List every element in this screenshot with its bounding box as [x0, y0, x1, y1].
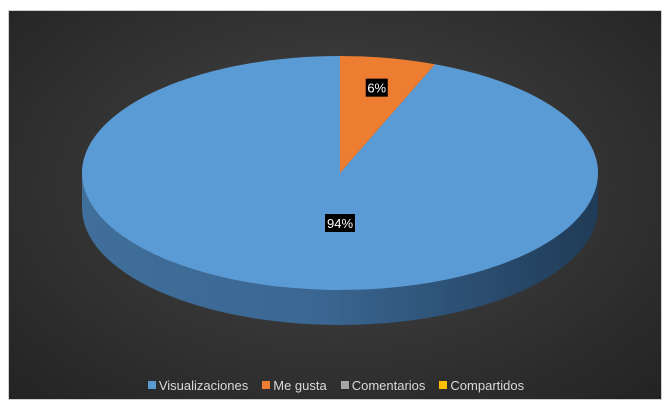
data-label-visualizaciones: 94% [325, 214, 355, 232]
legend-item-me-gusta[interactable]: Me gusta [262, 377, 327, 393]
svg-text:94%: 94% [327, 216, 353, 231]
legend-item-compartidos[interactable]: Compartidos [439, 378, 524, 393]
legend-label: Me gusta [273, 377, 327, 393]
legend: Visualizaciones Me gusta Comentarios Compar… [9, 375, 663, 395]
legend-label: Comentarios [351, 377, 426, 393]
svg-text:6%: 6% [367, 81, 386, 96]
legend-swatch-icon [147, 381, 156, 389]
legend-item-comentarios[interactable]: Comentarios [340, 377, 426, 393]
pie-chart: 94% 6% [81, 56, 598, 325]
data-label-me-gusta: 6% [365, 78, 388, 97]
pie-slice-visualizaciones[interactable] [81, 56, 598, 290]
legend-swatch-icon [439, 381, 448, 389]
chart-area: 94% 6% Visualizaciones Me gusta Comentarios… [8, 10, 662, 400]
legend-swatch-icon [262, 381, 271, 389]
legend-item-visualizaciones[interactable]: Visualizaciones [147, 377, 249, 393]
legend-label: Visualizaciones [158, 377, 249, 393]
legend-label: Compartidos [450, 377, 525, 393]
pie-side-wall [82, 173, 598, 325]
legend-swatch-icon [340, 381, 349, 389]
pie-slice-me-gusta[interactable] [340, 56, 435, 173]
